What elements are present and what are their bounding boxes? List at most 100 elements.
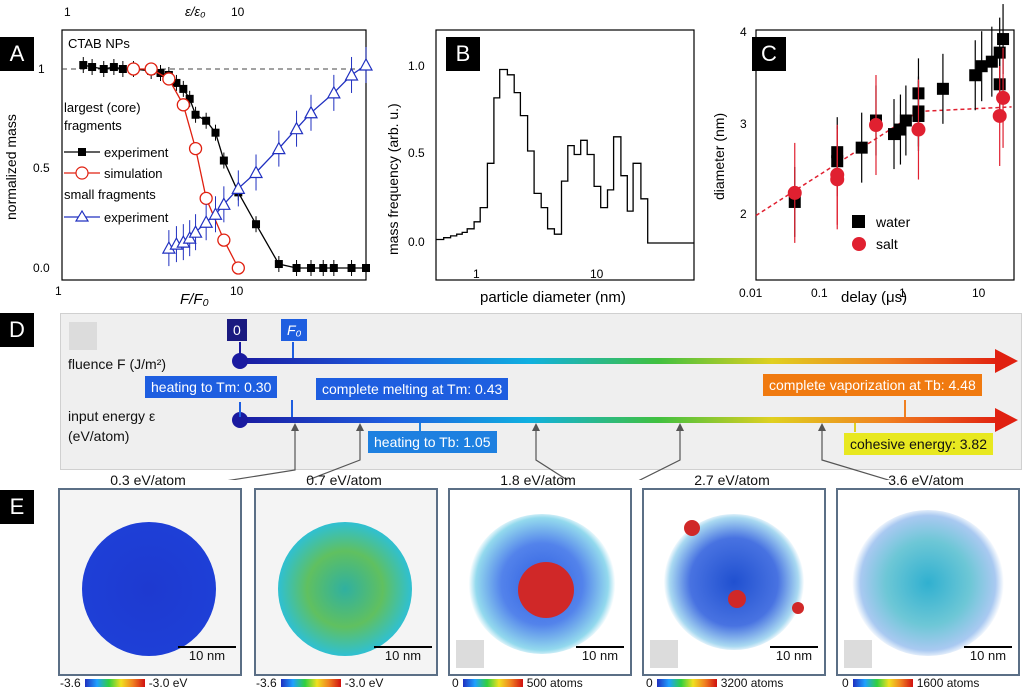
chart-b-xtick-10: 10 [590, 267, 604, 281]
chart-a-point-simulation [188, 141, 203, 156]
chart-c-point-water [997, 33, 1010, 46]
chart-b-ylabel: mass frequency (arb. u.) [385, 103, 401, 255]
chart-a-point-experiment [118, 65, 127, 73]
panel-label-e: E [0, 490, 34, 524]
chart-a-xtick-10: 10 [230, 284, 244, 298]
chart-a-point-simulation [217, 233, 231, 247]
chart-c-xtick-1: 1 [899, 286, 906, 300]
chart-a-point-experiment [307, 264, 316, 272]
snapshot-title-4: 2.7 eV/atom [694, 472, 770, 488]
chart-a-point-simulation [162, 72, 176, 86]
colorbar-3: 0 500 atoms [452, 676, 583, 690]
chart-a-title: CTAB NPs [68, 36, 130, 51]
chart-a-point-small [304, 105, 319, 119]
snapshot-5: 10 nm [836, 488, 1020, 676]
chart-a: ε/ε₀ 1 10 CTAB NPs normalized mass F/F₀ … [3, 4, 374, 308]
chart-c-xlabel: delay (μs) [841, 289, 907, 306]
legend-exp2: experiment [104, 210, 169, 225]
chart-c-point-salt [911, 122, 926, 137]
chart-a-point-experiment [347, 264, 356, 272]
chart-b: mass frequency (arb. u.) particle diamet… [385, 29, 695, 306]
chart-a-point-small [208, 207, 223, 220]
snapshot-title-1: 0.3 eV/atom [110, 472, 186, 488]
chart-a-ytick-1: 1 [38, 62, 45, 76]
legend-exp-marker [78, 148, 86, 156]
chart-c-xtick-10: 10 [972, 286, 986, 300]
chart-c-point-water [936, 82, 949, 95]
chart-a-point-experiment [88, 63, 97, 72]
colorbar-1: -3.6 -3.0 eV [60, 676, 188, 690]
chart-a-point-experiment [191, 110, 200, 119]
snapshot-1: 10 nm [58, 488, 242, 676]
chart-b-xtick-1: 1 [473, 267, 480, 281]
snapshot-4: 10 nm [642, 488, 826, 676]
chart-a-point-simulation [144, 62, 158, 76]
chart-a-point-experiment [179, 84, 188, 93]
connector-lines [227, 425, 891, 480]
chart-a-point-simulation [126, 62, 141, 76]
chart-c-point-water [855, 141, 868, 154]
scale-bar-5: 10 nm [964, 646, 1012, 663]
chart-a-top-tick-10: 10 [231, 5, 245, 19]
chart-b-frame [435, 29, 695, 281]
legend-sim-marker [75, 166, 89, 180]
chart-a-top-tick-1: 1 [64, 5, 71, 19]
scale-placeholder-5 [844, 640, 872, 668]
chart-a-xtick-1: 1 [55, 284, 62, 298]
droplet-solid [82, 522, 216, 656]
chart-a-point-small [326, 85, 341, 99]
cluster-4b [728, 590, 746, 608]
energy-label: input energy ε [68, 408, 156, 424]
core-cluster-3 [518, 562, 574, 618]
legend-sim: simulation [104, 166, 163, 181]
fluence-origin [232, 353, 248, 369]
cluster-4c [792, 602, 804, 614]
chart-c-ytick-2: 2 [740, 207, 747, 221]
chart-c-point-water [985, 55, 998, 68]
droplet-melting [278, 522, 412, 656]
chart-a-legend: largest (core) fragments experiment simu… [64, 100, 169, 225]
chart-a-top-label: ε/ε₀ [185, 4, 206, 19]
chart-b-ytick-0: 0.0 [408, 235, 425, 249]
chart-a-point-small [188, 224, 203, 238]
chart-b-ytick-1: 1.0 [408, 59, 425, 73]
chart-c: diameter (nm) delay (μs) 4 3 2 0.01 0.1 … [711, 4, 1015, 306]
chart-a-point-experiment [292, 264, 301, 272]
placeholder-square [69, 322, 97, 350]
chart-a-point-experiment [362, 264, 370, 272]
snapshot-title-2: 0.7 eV/atom [306, 472, 382, 488]
chart-c-point-salt [996, 90, 1011, 105]
chart-c-frame [755, 29, 1015, 281]
tag-melting: complete melting at Tm: 0.43 [316, 378, 509, 400]
chart-a-xlabel: F/F₀ [180, 291, 209, 308]
tag-vaporization: complete vaporization at Tb: 4.48 [763, 374, 982, 396]
chart-a-point-experiment [252, 220, 261, 229]
chart-a-frame [61, 29, 367, 281]
fluence-label: fluence F (J/m²) [68, 356, 167, 372]
energy-arrow [240, 417, 1000, 423]
chart-b-xlabel: particle diameter (nm) [480, 289, 626, 306]
chart-a-point-small [358, 57, 374, 71]
legend-water-marker [852, 215, 865, 228]
connector-arrowheads [291, 423, 826, 431]
snapshot-title-3: 1.8 eV/atom [500, 472, 576, 488]
chart-c-point-salt [992, 108, 1007, 123]
snapshot-3: 10 nm [448, 488, 632, 676]
legend-largest-core: largest (core) [64, 100, 141, 115]
tag-heating-tb: heating to Tb: 1.05 [368, 431, 497, 453]
legend-small-fragments: small fragments [64, 187, 156, 202]
panel-label-c: C [752, 37, 786, 71]
panel-label-b: B [446, 37, 480, 71]
scale-bar-4: 10 nm [770, 646, 818, 663]
chart-a-point-small [216, 197, 231, 210]
chart-a-point-experiment [329, 264, 338, 272]
chart-a-point-small [271, 141, 286, 155]
legend-fragments: fragments [64, 118, 122, 133]
tag-cohesive: cohesive energy: 3.82 [844, 433, 993, 455]
energy-unit: (eV/atom) [68, 428, 130, 444]
chart-c-ytick-3: 3 [740, 117, 747, 131]
chart-c-point-water [894, 123, 907, 136]
fragment-cloud-4 [664, 514, 804, 650]
energy-arrowhead [995, 408, 1018, 432]
fragment-cloud-5 [852, 510, 1004, 656]
